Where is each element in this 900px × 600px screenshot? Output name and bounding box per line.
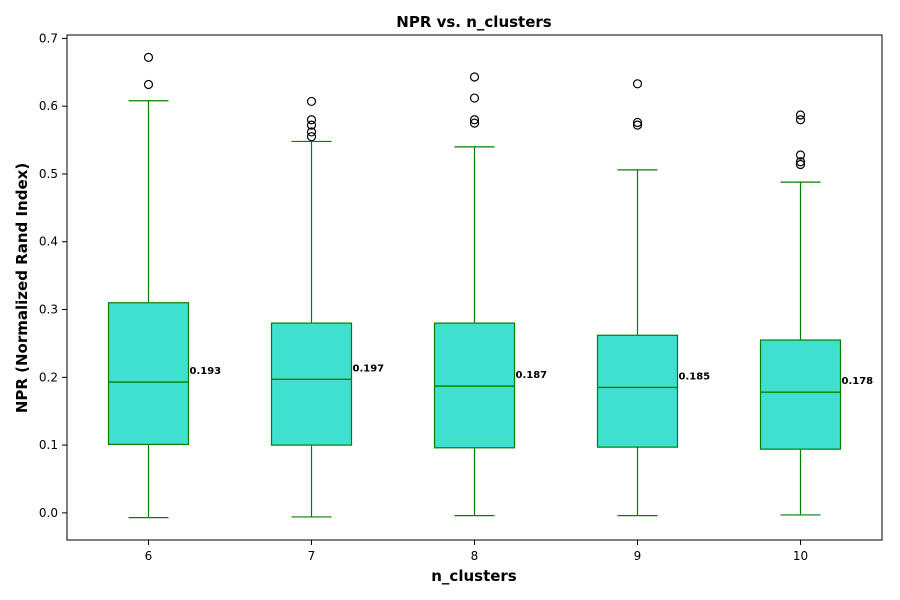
x-tick-label: 8	[471, 549, 479, 563]
outlier-point	[795, 159, 806, 170]
x-tick-label: 9	[634, 549, 642, 563]
y-tick-label: 0.3	[39, 303, 58, 317]
outlier-point	[795, 110, 806, 120]
box-iqr	[107, 302, 190, 446]
box-iqr	[270, 322, 353, 446]
box-iqr	[759, 339, 842, 450]
outlier-point	[469, 72, 480, 82]
outlier-point	[306, 96, 317, 107]
plot-area: 0.193 6 0.197 7 0.187 8 0.185 9 0.178 10 0.0 0.1 0.2…	[39, 31, 883, 563]
outlier-point	[795, 157, 806, 167]
outlier-point	[143, 79, 154, 90]
y-tick-label: 0.2	[39, 370, 58, 384]
y-tick-label: 0.7	[39, 31, 58, 45]
plot-frame	[66, 34, 883, 541]
y-tick-label: 0.4	[39, 235, 58, 249]
outlier-point	[632, 120, 643, 130]
outlier-point	[143, 52, 154, 62]
y-tick-label: 0.1	[39, 438, 58, 452]
median-value-label: 0.193	[190, 366, 222, 377]
x-tick-label: 6	[145, 549, 153, 563]
outlier-point	[632, 117, 643, 128]
median-value-label: 0.185	[679, 371, 711, 382]
outlier-point	[469, 115, 480, 125]
outlier-point	[469, 118, 480, 128]
x-axis-label: n_clusters	[431, 567, 517, 585]
outlier-point	[795, 150, 806, 160]
y-tick-label: 0.5	[39, 167, 58, 181]
outlier-point	[306, 115, 317, 125]
x-tick-label: 10	[793, 549, 808, 563]
outlier-point	[306, 127, 317, 137]
median-value-label: 0.187	[516, 370, 548, 381]
y-tick-label: 0.0	[39, 506, 58, 520]
chart-title: NPR vs. n_clusters	[396, 13, 552, 31]
outlier-point	[795, 115, 806, 125]
median-value-label: 0.197	[353, 363, 385, 374]
outlier-point	[469, 93, 480, 103]
outlier-point	[306, 120, 317, 130]
x-tick-label: 7	[308, 549, 316, 563]
outlier-point	[632, 79, 643, 89]
box-iqr	[596, 334, 679, 448]
outlier-point	[306, 132, 317, 142]
y-axis-label: NPR (Normalized Rand Index)	[13, 163, 31, 413]
median-value-label: 0.178	[842, 376, 874, 387]
y-tick-label: 0.6	[39, 99, 58, 113]
